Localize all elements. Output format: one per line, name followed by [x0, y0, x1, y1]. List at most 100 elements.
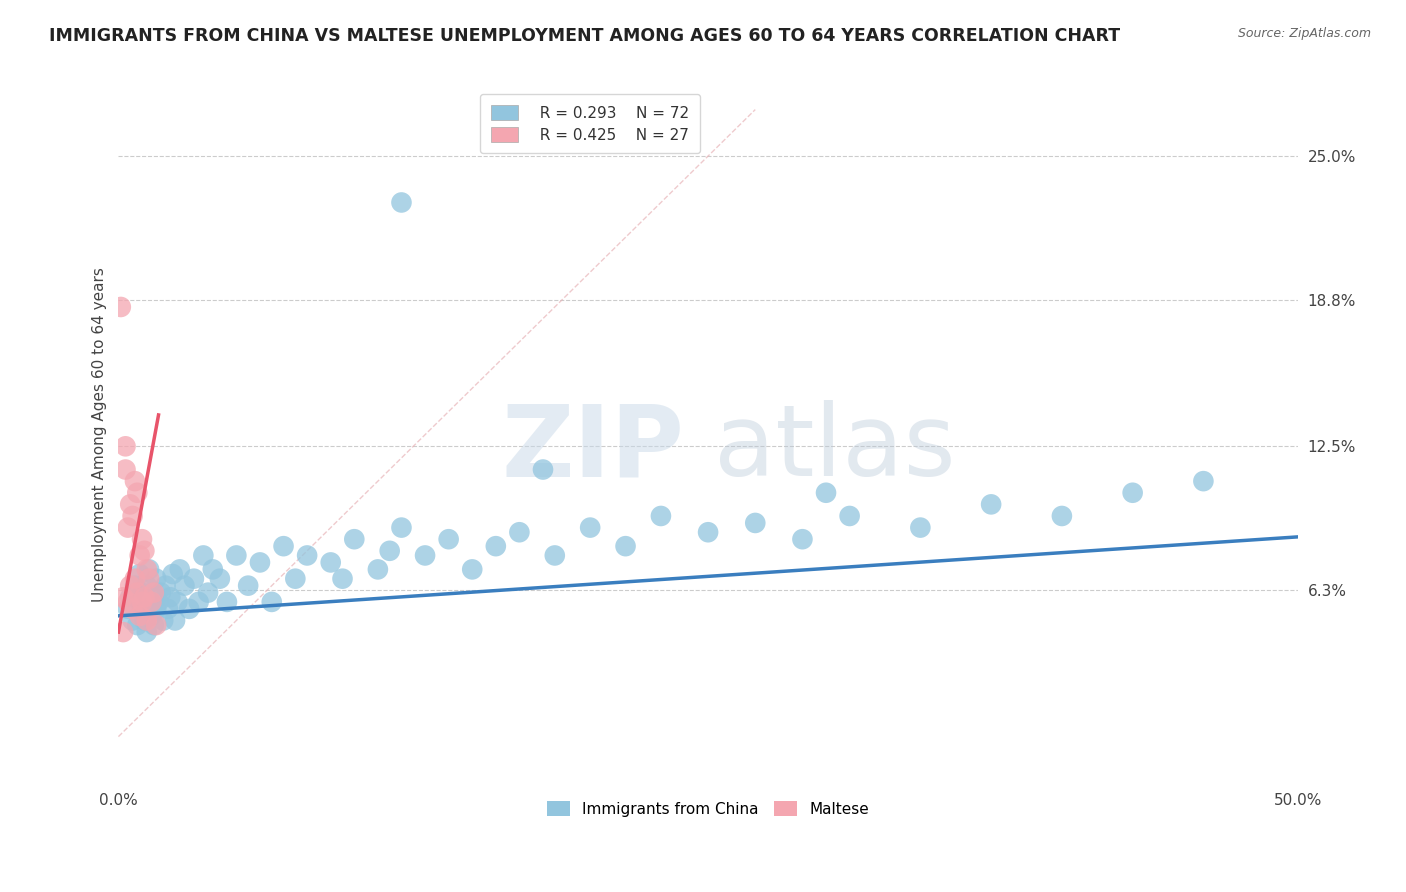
Point [114, 462, 136, 476]
Point [193, 549, 215, 563]
Point [131, 585, 153, 599]
Point [120, 497, 142, 511]
Point [131, 532, 153, 546]
Point [508, 525, 530, 540]
Point [120, 579, 142, 593]
Point [159, 591, 181, 605]
Point [134, 591, 156, 605]
Point [162, 567, 184, 582]
Point [249, 556, 271, 570]
Point [461, 562, 484, 576]
Text: atlas: atlas [714, 401, 956, 497]
Point [367, 562, 389, 576]
Point [121, 614, 143, 628]
Point [127, 585, 149, 599]
Point [183, 572, 205, 586]
Y-axis label: Unemployment Among Ages 60 to 64 years: Unemployment Among Ages 60 to 64 years [93, 268, 107, 602]
Point [110, 300, 132, 314]
Point [135, 579, 157, 593]
Point [131, 602, 153, 616]
Point [413, 549, 436, 563]
Point [148, 595, 170, 609]
Point [138, 572, 160, 586]
Point [128, 549, 150, 563]
Point [815, 485, 838, 500]
Point [744, 516, 766, 530]
Point [124, 572, 146, 586]
Point [128, 567, 150, 582]
Point [127, 618, 149, 632]
Point [544, 549, 567, 563]
Point [343, 532, 366, 546]
Point [141, 595, 163, 609]
Point [121, 602, 143, 616]
Point [437, 532, 460, 546]
Text: Source: ZipAtlas.com: Source: ZipAtlas.com [1237, 27, 1371, 40]
Point [156, 602, 179, 616]
Point [134, 614, 156, 628]
Point [145, 618, 167, 632]
Point [391, 520, 413, 534]
Point [138, 562, 160, 576]
Point [142, 618, 165, 632]
Point [155, 579, 177, 593]
Point [980, 497, 1002, 511]
Point [142, 585, 165, 599]
Point [124, 474, 146, 488]
Point [215, 595, 238, 609]
Point [531, 462, 554, 476]
Point [131, 595, 153, 609]
Legend: Immigrants from China, Maltese: Immigrants from China, Maltese [540, 793, 876, 824]
Point [187, 595, 209, 609]
Point [141, 608, 163, 623]
Point [149, 585, 172, 599]
Point [378, 544, 401, 558]
Text: ZIP: ZIP [502, 401, 685, 497]
Point [145, 572, 167, 586]
Point [332, 572, 354, 586]
Point [1122, 485, 1144, 500]
Point [124, 579, 146, 593]
Point [273, 539, 295, 553]
Point [135, 625, 157, 640]
Point [319, 556, 342, 570]
Point [145, 602, 167, 616]
Point [138, 595, 160, 609]
Point [117, 602, 139, 616]
Point [225, 549, 247, 563]
Point [697, 525, 720, 540]
Point [197, 585, 219, 599]
Point [135, 614, 157, 628]
Point [165, 614, 187, 628]
Point [169, 562, 191, 576]
Point [295, 549, 318, 563]
Point [284, 572, 307, 586]
Point [121, 508, 143, 523]
Point [166, 595, 188, 609]
Point [208, 572, 231, 586]
Point [579, 520, 602, 534]
Point [238, 579, 260, 593]
Point [128, 595, 150, 609]
Point [128, 608, 150, 623]
Point [391, 195, 413, 210]
Point [1192, 474, 1215, 488]
Text: IMMIGRANTS FROM CHINA VS MALTESE UNEMPLOYMENT AMONG AGES 60 TO 64 YEARS CORRELAT: IMMIGRANTS FROM CHINA VS MALTESE UNEMPLO… [49, 27, 1121, 45]
Point [142, 591, 165, 605]
Point [614, 539, 637, 553]
Point [260, 595, 283, 609]
Point [485, 539, 508, 553]
Point [134, 544, 156, 558]
Point [135, 562, 157, 576]
Point [127, 485, 149, 500]
Point [201, 562, 224, 576]
Point [112, 625, 135, 640]
Point [117, 595, 139, 609]
Point [117, 520, 139, 534]
Point [650, 508, 672, 523]
Point [152, 614, 174, 628]
Point [792, 532, 814, 546]
Point [112, 591, 135, 605]
Point [1050, 508, 1073, 523]
Point [910, 520, 932, 534]
